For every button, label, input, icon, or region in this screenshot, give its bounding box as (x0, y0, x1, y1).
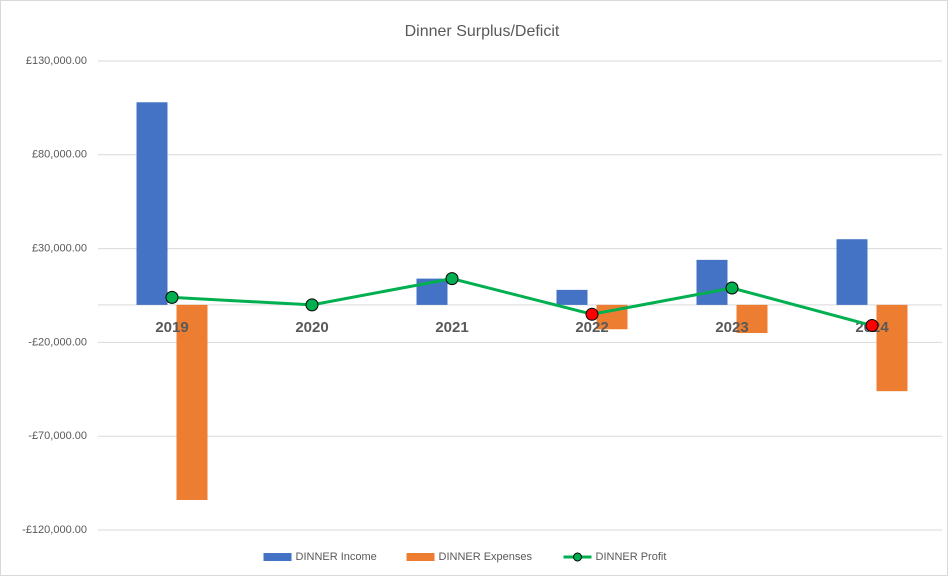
bar (176, 304, 208, 500)
x-tick-label: 2021 (435, 319, 468, 336)
profit-marker (165, 290, 179, 304)
legend-label: DINNER Income (296, 551, 377, 563)
x-tick-label: 2022 (575, 319, 608, 336)
bar (696, 259, 728, 305)
y-tick-label: £30,000.00 (32, 243, 87, 255)
profit-marker (725, 281, 739, 295)
y-tick-label: £130,000.00 (26, 55, 87, 67)
profit-marker (865, 319, 879, 333)
profit-marker (445, 272, 459, 286)
x-tick-label: 2019 (155, 319, 188, 336)
profit-line (171, 277, 873, 327)
legend-swatch (406, 553, 435, 561)
x-tick-label: 2020 (295, 319, 328, 336)
legend-swatch (263, 553, 292, 561)
bar (136, 102, 168, 305)
chart-title: Dinner Surplus/Deficit (405, 23, 560, 40)
x-tick-label: 2023 (715, 319, 748, 336)
profit-marker (585, 307, 599, 321)
legend-label: DINNER Profit (596, 551, 667, 563)
bar (836, 239, 868, 305)
legend-marker (573, 552, 582, 562)
bar (876, 304, 908, 392)
y-tick-label: -£20,000.00 (28, 336, 87, 348)
profit-marker (305, 298, 319, 312)
legend-label: DINNER Expenses (439, 551, 533, 563)
bar (556, 289, 588, 305)
y-tick-label: -£120,000.00 (22, 524, 87, 536)
bar (736, 304, 768, 334)
y-tick-label: -£70,000.00 (28, 430, 87, 442)
y-tick-label: £80,000.00 (32, 149, 87, 161)
